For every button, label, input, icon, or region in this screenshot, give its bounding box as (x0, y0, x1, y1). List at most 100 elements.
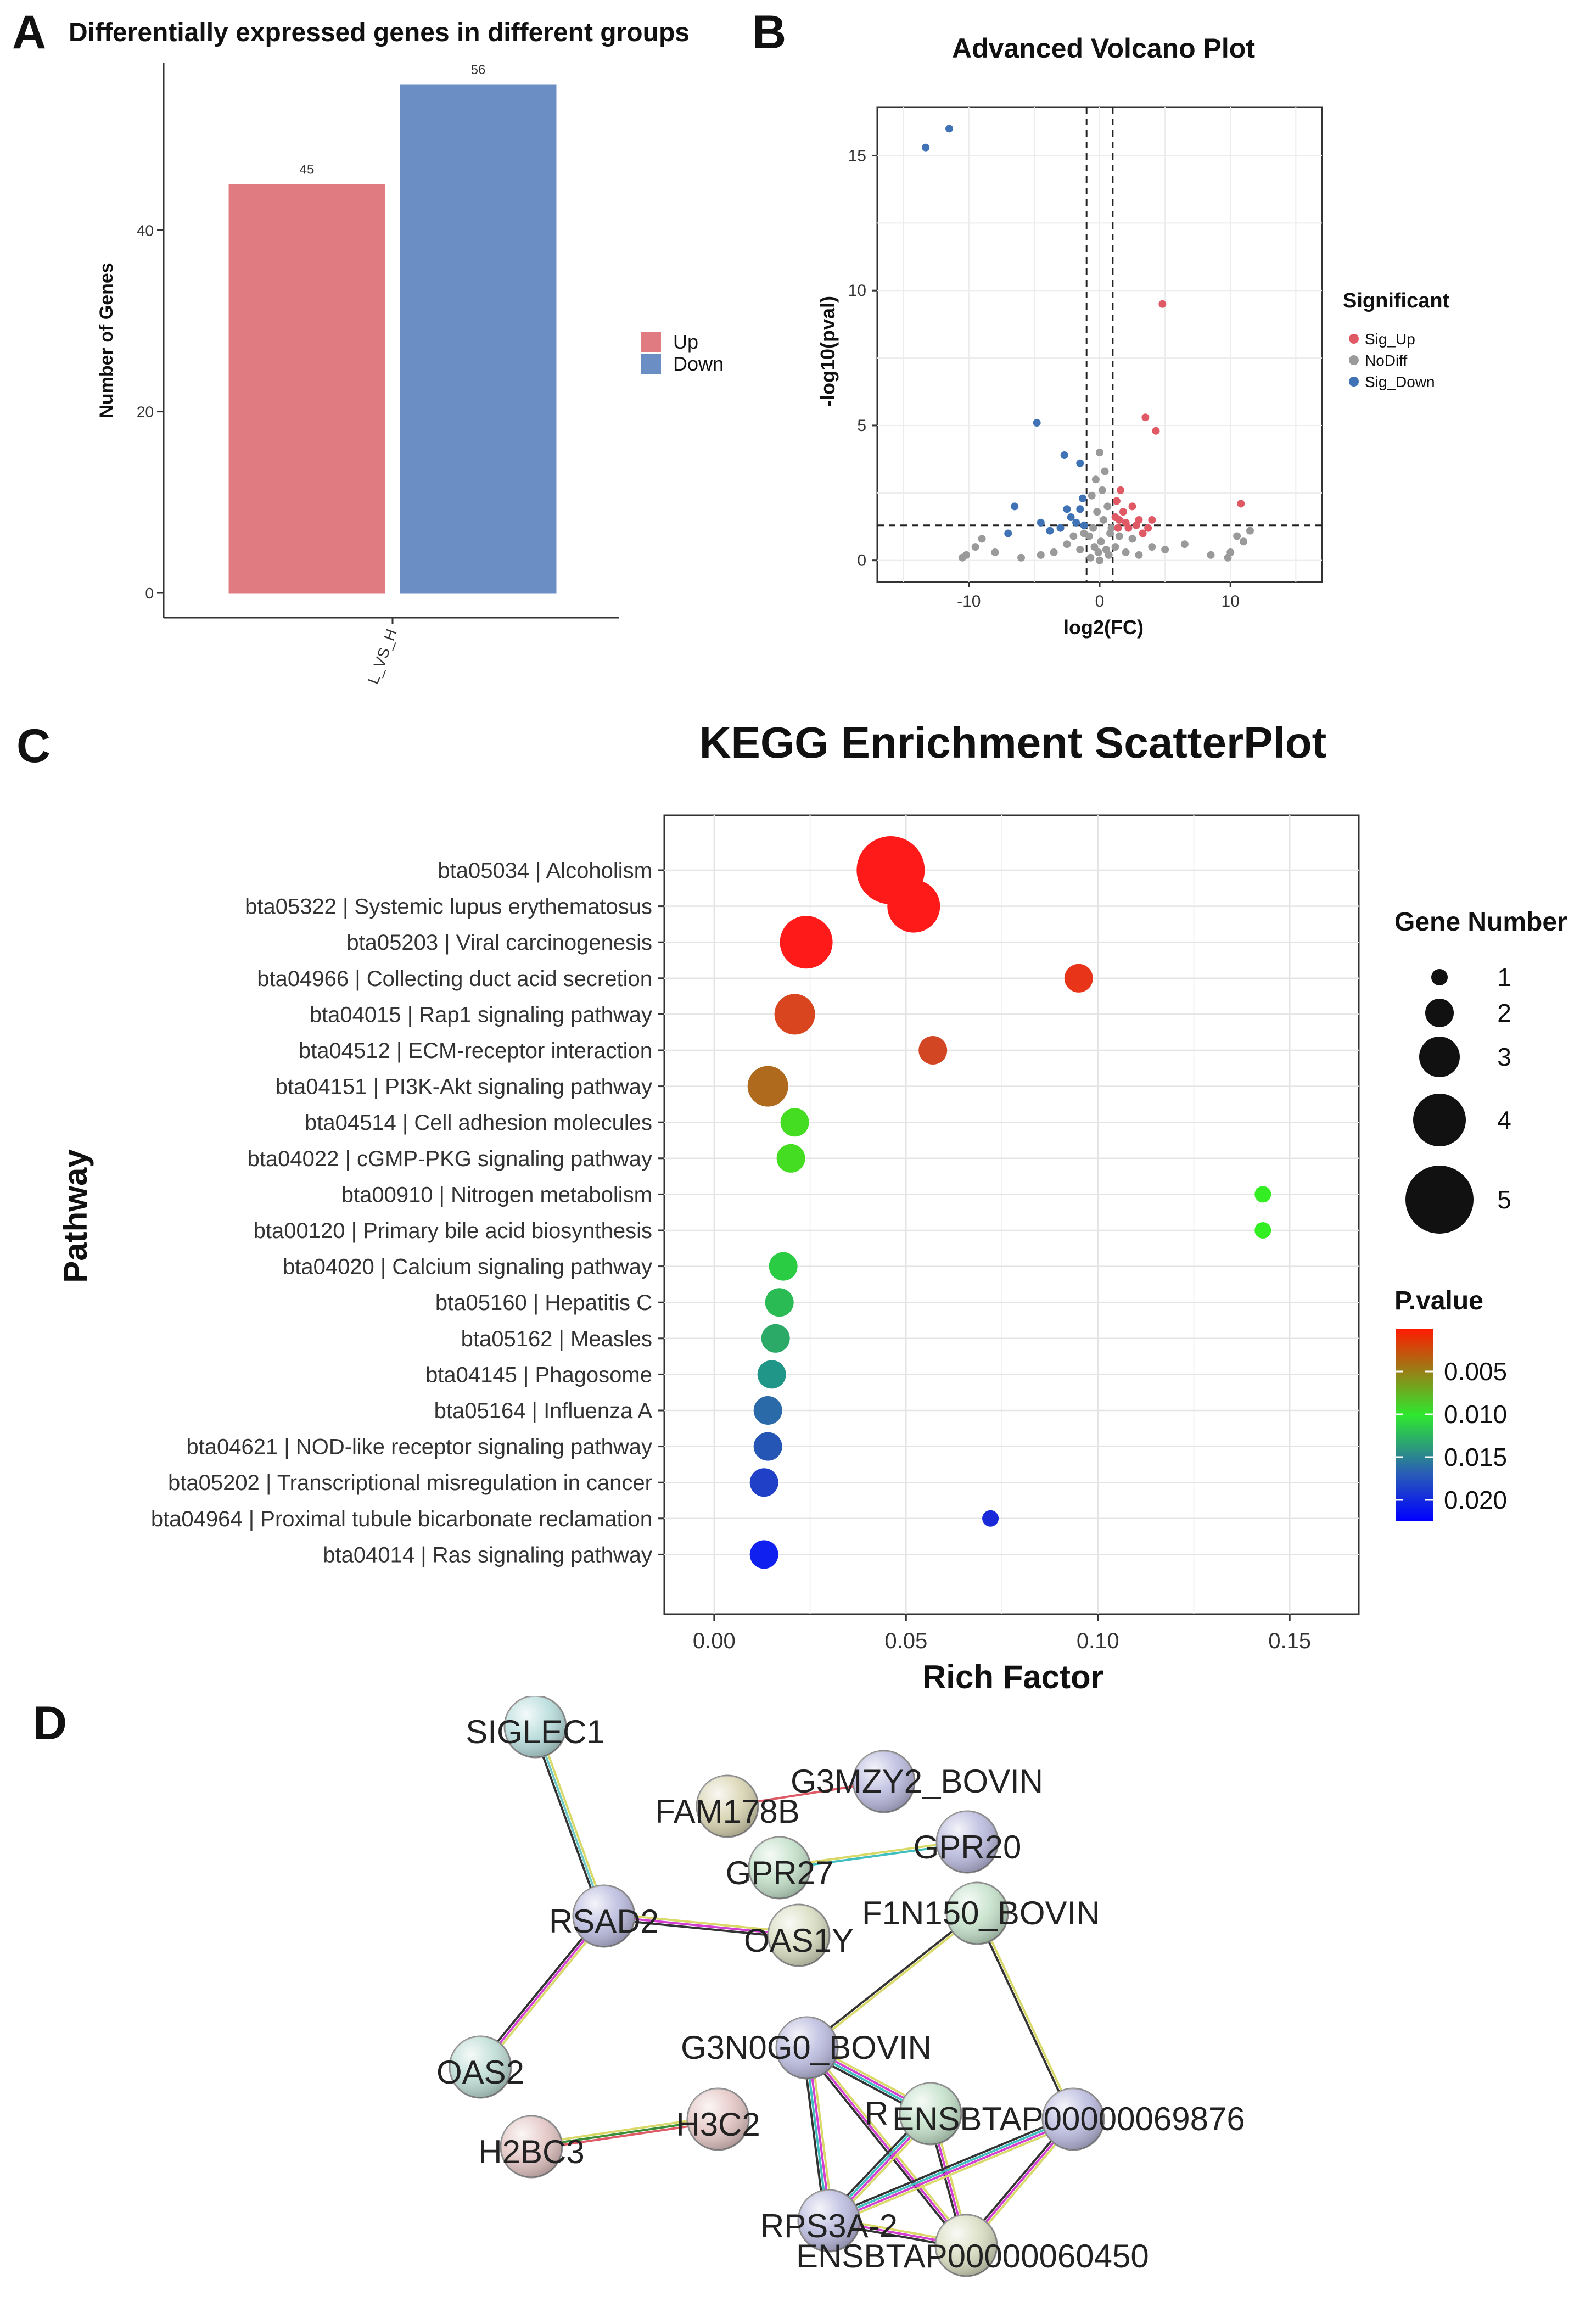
bar-data-label: 45 (300, 163, 315, 177)
point-nodiff (1111, 543, 1119, 551)
x-tick-label: L_VS_H (365, 626, 400, 686)
pathway-label: bta04966 | Collecting duct acid secretio… (257, 967, 652, 991)
network-edge (807, 1913, 979, 2050)
legend-dot-sig_down (1349, 377, 1359, 387)
x-tick-label: -10 (957, 592, 981, 611)
point-sig-down (1063, 505, 1071, 513)
point-sig-up (1237, 500, 1245, 508)
y-tick-label: 20 (137, 404, 154, 421)
point-sig-up (1112, 497, 1121, 505)
colorbar-tick-label: 0.020 (1444, 1486, 1507, 1514)
pathway-bubble (918, 1036, 948, 1065)
pathway-bubble (1254, 1186, 1271, 1203)
network-node-shading (1043, 2088, 1104, 2150)
pathway-label: bta04964 | Proximal tubule bicarbonate r… (151, 1507, 652, 1531)
network-node-label: H3C2 (676, 2106, 760, 2143)
network-edge (779, 1839, 967, 1868)
point-nodiff (1091, 475, 1100, 484)
pathway-bubble (774, 994, 815, 1035)
network-edge (808, 2045, 970, 2245)
network-node-label: G3N0G0_BOVIN (681, 2029, 932, 2066)
point-sig-down (1076, 459, 1084, 467)
pathway-label: bta04145 | Phagosome (425, 1363, 652, 1387)
pathway-bubble (753, 1396, 782, 1425)
point-nodiff (962, 551, 970, 559)
point-nodiff (1148, 543, 1156, 551)
point-nodiff (1080, 529, 1088, 537)
pathway-bubble (887, 880, 940, 933)
point-sig-down (1011, 502, 1019, 511)
panel-letter-d: D (33, 1697, 68, 1750)
legend-label-sig_up: Sig_Up (1365, 331, 1415, 348)
network-edge (531, 1727, 603, 1918)
y-tick-label: 40 (137, 222, 154, 239)
point-sig-up (1144, 524, 1152, 532)
pathway-bubble (769, 1252, 798, 1281)
point-sig-down (1079, 494, 1087, 502)
size-legend-dot (1425, 999, 1454, 1027)
point-nodiff (971, 543, 979, 551)
pathway-bubble (776, 1144, 805, 1173)
network-node-shading (900, 2083, 961, 2144)
pathway-bubble (780, 916, 833, 969)
point-nodiff (1122, 548, 1130, 556)
size-legend-label: 2 (1497, 999, 1511, 1027)
point-sig-up (1132, 521, 1140, 529)
network-node-shading (776, 2017, 838, 2079)
pathway-bubble (780, 1108, 809, 1137)
point-sig-down (1067, 513, 1075, 522)
network-node-shading (505, 1696, 566, 1757)
point-sig-up (1152, 427, 1160, 435)
point-sig-up (1128, 502, 1136, 511)
pvalue-legend-title: P.value (1394, 1286, 1483, 1315)
network-node-shading (573, 1885, 635, 1947)
network-node-shading (768, 1905, 830, 1966)
network-edge (806, 2047, 967, 2247)
bar-chart-title: Differentially expressed genes in differ… (69, 18, 690, 47)
point-nodiff (1115, 532, 1123, 540)
pathway-label: bta05203 | Viral carcinogenesis (346, 931, 652, 955)
point-sig-down (1004, 529, 1012, 537)
network-edge (534, 1726, 605, 1917)
pathway-bubble (747, 1066, 788, 1107)
point-nodiff (978, 535, 986, 543)
network-node-label: ENSBTAP00000069876 (892, 2101, 1245, 2137)
size-legend-label: 1 (1497, 963, 1511, 992)
point-sig-up (1114, 524, 1122, 532)
point-sig-up (1111, 513, 1119, 522)
network-edge (603, 1917, 799, 1939)
kegg-ylabel: Pathway (57, 1149, 94, 1283)
point-sig-down (1033, 419, 1041, 427)
pathway-label: bta04621 | NOD-like receptor signaling p… (186, 1435, 652, 1459)
volcano-title: Advanced Volcano Plot (952, 33, 1255, 64)
point-sig-down (1046, 527, 1054, 535)
kegg-scatter-panel: KEGG Enrichment ScatterPlot Pathway Rich… (57, 718, 1567, 1695)
network-edge (827, 2114, 1072, 2218)
legend-label-down: Down (673, 352, 724, 375)
x-tick-label: 10 (1222, 592, 1240, 611)
point-nodiff (1233, 532, 1241, 540)
network-node-shading (749, 1837, 810, 1899)
x-tick-label: 0.10 (1077, 1629, 1119, 1653)
size-legend-dot (1431, 969, 1448, 985)
pathway-bubble (982, 1510, 999, 1527)
point-nodiff (1088, 491, 1096, 500)
bar-data-label: 56 (471, 63, 486, 77)
pathway-bubble (749, 1468, 778, 1497)
bar-chart-ylabel: Number of Genes (96, 262, 117, 418)
network-node-label: SIGLEC1 (466, 1713, 604, 1750)
pathway-label: bta05160 | Hepatitis C (435, 1291, 652, 1315)
pathway-label: bta05322 | Systemic lupus erythematosus (245, 895, 652, 919)
network-edge (780, 1842, 968, 1871)
network-node-label: GPR27 (726, 1855, 834, 1891)
point-nodiff (1050, 548, 1058, 556)
network-node-shading (687, 2088, 749, 2150)
point-sig-down (1072, 518, 1080, 527)
network-node-label: ENSBTAP00000060450 (796, 2238, 1149, 2275)
legend-label-nodiff: NoDiff (1365, 352, 1408, 369)
point-sig-up (1117, 486, 1125, 494)
point-sig-down (1076, 505, 1084, 513)
network-edge (805, 1911, 977, 2048)
network-node-shading (798, 2190, 860, 2252)
